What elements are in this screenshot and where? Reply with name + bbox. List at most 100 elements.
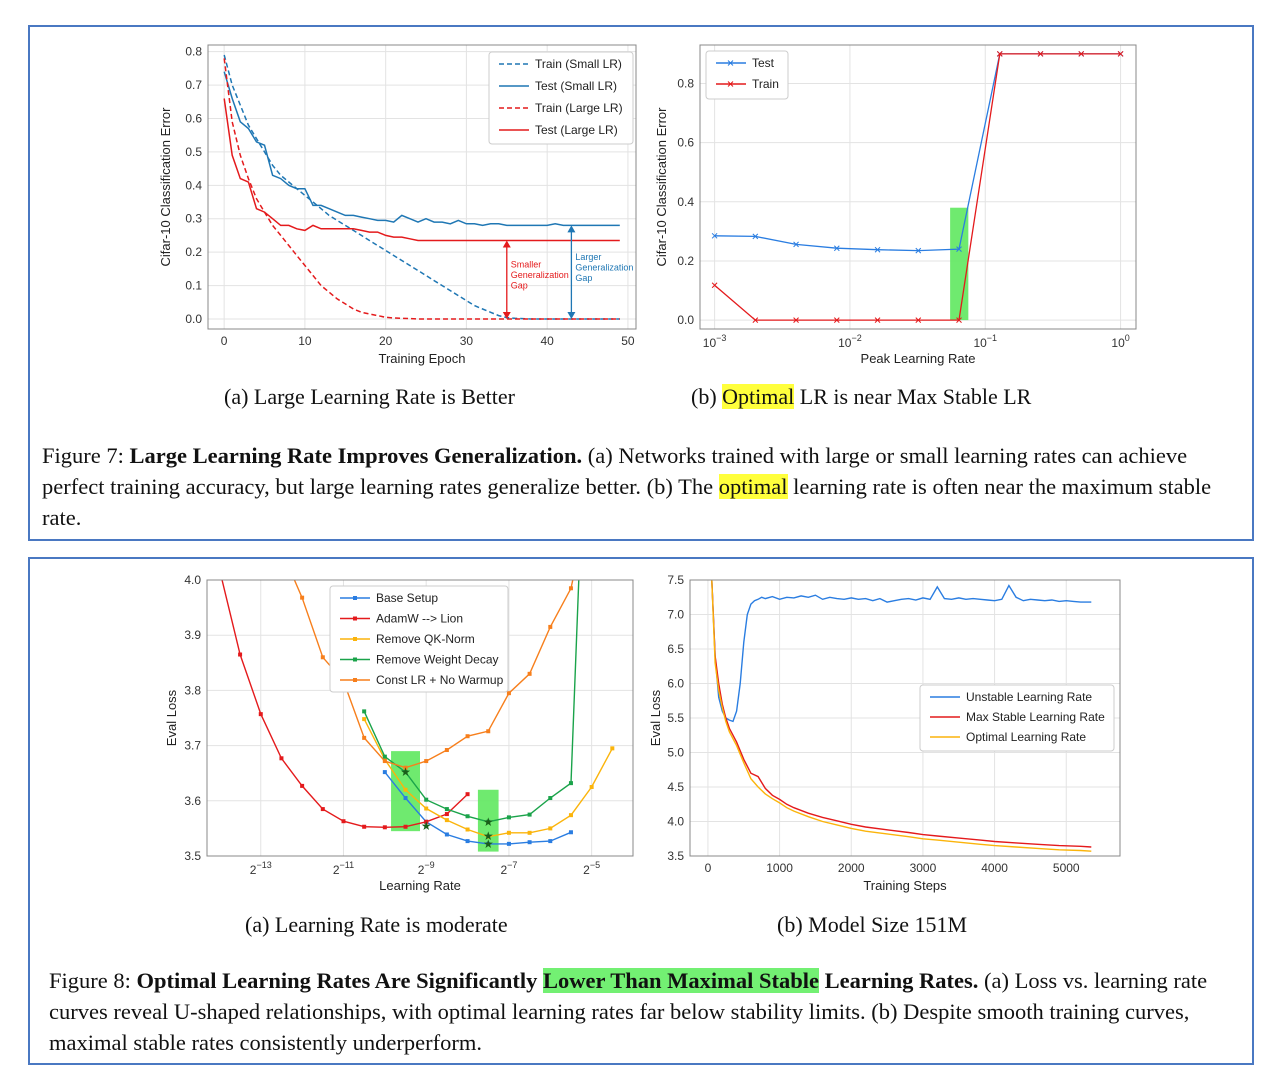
series-line-test-large-lr- bbox=[223, 98, 620, 242]
data-point bbox=[752, 317, 759, 323]
y-axis-label: Eval Loss bbox=[164, 689, 179, 746]
x-tick-label: 10 bbox=[298, 334, 312, 348]
subcaption-8b: (b) Model Size 151M bbox=[777, 912, 968, 937]
data-point bbox=[320, 807, 325, 812]
series-line-unstable-learning-rate bbox=[711, 580, 1092, 723]
data-point bbox=[341, 819, 346, 824]
data-point bbox=[486, 834, 491, 839]
figure-8-box: ★ ★ ★ ★ ★ 2−13 2−11 2−9 2−7 2−5 3.5 3.6 3.7 3.8 3.9 4.0… bbox=[28, 557, 1254, 1065]
subcaption-8a: (a) Learning Rate is moderate bbox=[245, 912, 508, 937]
x-tick-label: 100 bbox=[1111, 333, 1129, 350]
y-tick-label: 6.0 bbox=[667, 677, 684, 691]
y-axis-label: Eval Loss bbox=[648, 689, 663, 746]
x-tick-label: 2−11 bbox=[333, 860, 354, 877]
data-point bbox=[362, 824, 367, 829]
data-point bbox=[362, 709, 367, 714]
legend-label: Test (Small LR) bbox=[535, 79, 617, 93]
y-tick-label: 0.2 bbox=[185, 245, 202, 259]
gap-annotation: Gap bbox=[511, 281, 528, 291]
y-tick-label: 6.5 bbox=[667, 642, 684, 656]
data-point bbox=[403, 787, 408, 792]
y-tick-label: 0.0 bbox=[677, 313, 694, 327]
data-point bbox=[711, 232, 718, 239]
data-point bbox=[403, 770, 408, 775]
x-axis-label: Training Steps bbox=[863, 878, 947, 893]
data-point bbox=[382, 754, 387, 759]
series-line-remove-weight-decay bbox=[363, 580, 580, 823]
x-tick-label: 40 bbox=[540, 334, 554, 348]
data-point bbox=[874, 246, 881, 253]
legend-marker bbox=[353, 616, 357, 621]
legend-box bbox=[329, 585, 509, 693]
x-tick-label: 20 bbox=[379, 334, 393, 348]
y-tick-label: 3.5 bbox=[184, 849, 201, 863]
y-axis-label: Cifar-10 Classification Error bbox=[654, 107, 669, 267]
data-point bbox=[258, 712, 263, 717]
legend-marker bbox=[727, 60, 734, 66]
x-tick-label: 0 bbox=[705, 861, 712, 875]
gap-annotation: Gap bbox=[575, 273, 592, 283]
figure-7-caption: Figure 7: Large Learning Rate Improves G… bbox=[42, 440, 1242, 533]
x-tick-label: 10−3 bbox=[703, 333, 727, 350]
y-tick-label: 3.5 bbox=[667, 849, 684, 863]
data-point bbox=[486, 841, 491, 846]
data-point bbox=[548, 826, 553, 831]
subcaption-7b-highlight: Optimal bbox=[722, 384, 795, 409]
gap-annotation: Smaller bbox=[511, 260, 542, 270]
data-point bbox=[362, 717, 367, 722]
data-point bbox=[527, 830, 532, 835]
x-tick-label: 1000 bbox=[766, 861, 793, 875]
data-point bbox=[238, 652, 243, 657]
y-tick-label: 3.9 bbox=[184, 628, 201, 642]
caption-body: (a) Loss vs. learning rate curves reveal… bbox=[49, 968, 1208, 1055]
legend-label: Test bbox=[752, 56, 775, 70]
y-tick-label: 4.0 bbox=[184, 573, 201, 587]
legend-label: Base Setup bbox=[376, 591, 438, 605]
legend-box bbox=[705, 50, 789, 100]
data-point bbox=[996, 51, 1003, 57]
y-tick-label: 0.1 bbox=[185, 279, 202, 293]
data-point bbox=[444, 812, 449, 817]
data-point bbox=[956, 317, 962, 323]
legend-label: Train bbox=[752, 77, 779, 91]
data-point bbox=[444, 748, 449, 753]
legend-label: Train (Small LR) bbox=[535, 57, 622, 71]
data-point bbox=[527, 671, 532, 676]
legend-label: Const LR + No Warmup bbox=[376, 673, 504, 687]
y-tick-label: 0.5 bbox=[185, 145, 202, 159]
y-tick-label: 5.0 bbox=[667, 746, 684, 760]
x-tick-label: 2−7 bbox=[500, 860, 517, 877]
data-point bbox=[1117, 51, 1124, 57]
x-tick-label: 2−13 bbox=[250, 860, 272, 877]
legend-marker bbox=[353, 637, 357, 641]
legend-label: Test (Large LR) bbox=[535, 123, 618, 137]
x-tick-label: 30 bbox=[460, 334, 474, 348]
data-point bbox=[793, 241, 799, 248]
series-line-test-small-lr- bbox=[223, 71, 620, 227]
y-tick-label: 5.5 bbox=[667, 711, 684, 725]
gap-annotation: Generalization bbox=[511, 270, 569, 280]
y-tick-label: 3.6 bbox=[184, 794, 201, 808]
y-tick-label: 7.5 bbox=[667, 573, 684, 587]
x-tick-label: 10−1 bbox=[973, 333, 997, 350]
legend-marker bbox=[353, 596, 357, 600]
series-line-train-large-lr- bbox=[223, 58, 620, 320]
data-point bbox=[444, 807, 449, 812]
data-point bbox=[465, 827, 470, 832]
data-point bbox=[506, 830, 511, 835]
chart-training-steps: 0 1000 2000 3000 4000 5000 3.5 4.0 4.5 5.0 5.5 6.0 6… bbox=[648, 573, 1121, 893]
data-point bbox=[444, 818, 449, 823]
y-axis-label: Cifar-10 Classification Error bbox=[158, 107, 173, 267]
data-point bbox=[752, 233, 759, 240]
y-tick-label: 0.4 bbox=[677, 195, 694, 209]
caption-label: Figure 8: bbox=[49, 968, 131, 993]
x-axis-label: Learning Rate bbox=[379, 878, 461, 893]
x-tick-label: 2000 bbox=[838, 861, 865, 875]
legend-box bbox=[488, 51, 634, 145]
series-line-base-setup bbox=[384, 771, 572, 845]
y-tick-label: 3.7 bbox=[184, 739, 201, 753]
x-tick-label: 0 bbox=[221, 334, 228, 348]
y-tick-label: 0.7 bbox=[185, 78, 202, 92]
gap-arrow-head bbox=[567, 311, 576, 319]
chart-learning-rate-sweep: ★★ ★★★2−13 2−11 2−9 2−7 2−53.53.63.73.83.94.0… bbox=[164, 573, 634, 893]
